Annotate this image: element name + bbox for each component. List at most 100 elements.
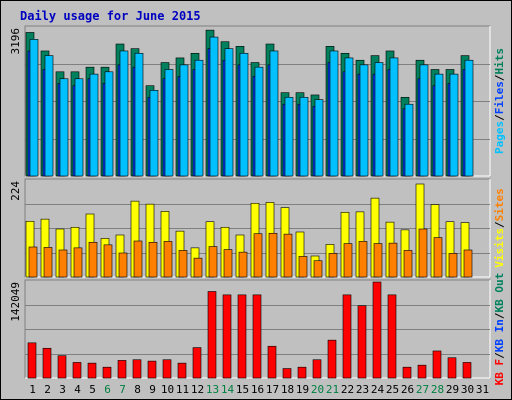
bar-sites-day-27 bbox=[418, 228, 428, 278]
bar-kb-f-day-19 bbox=[297, 366, 307, 379]
x-tick-label-day-4: 4 bbox=[74, 383, 81, 396]
side-legend-item: KB In bbox=[493, 319, 506, 352]
bar-pages-day-11 bbox=[179, 64, 189, 177]
x-tick-label-day-22: 22 bbox=[341, 383, 354, 396]
x-tick-label-day-17: 17 bbox=[266, 383, 279, 396]
bar-pages-day-1 bbox=[29, 39, 39, 177]
bar-pages-day-9 bbox=[149, 90, 159, 177]
x-tick-label-day-7: 7 bbox=[119, 383, 126, 396]
bar-pages-day-5 bbox=[89, 73, 99, 177]
bar-kb-f-day-15 bbox=[237, 294, 247, 379]
bar-pages-day-4 bbox=[74, 78, 84, 177]
bar-sites-day-28 bbox=[433, 237, 443, 278]
bar-sites-day-2 bbox=[43, 247, 53, 278]
bar-sites-day-7 bbox=[118, 252, 128, 278]
x-tick-label-day-16: 16 bbox=[251, 383, 264, 396]
x-tick-label-day-20: 20 bbox=[311, 383, 324, 396]
bar-kb-f-day-17 bbox=[267, 345, 277, 379]
x-tick-label-day-9: 9 bbox=[149, 383, 156, 396]
x-tick-label-day-26: 26 bbox=[401, 383, 414, 396]
panel-middle: 224 Visits/Sites bbox=[9, 178, 506, 278]
bar-kb-f-day-23 bbox=[357, 305, 367, 379]
bar-sites-day-6 bbox=[103, 244, 113, 278]
side-legend-item: Sites bbox=[493, 188, 506, 221]
bar-sites-day-21 bbox=[328, 253, 338, 278]
bar-kb-f-day-16 bbox=[252, 294, 262, 379]
bar-pages-day-23 bbox=[359, 64, 369, 177]
bar-sites-day-11 bbox=[178, 250, 188, 278]
bar-kb-f-day-10 bbox=[162, 359, 172, 379]
bar-sites-day-16 bbox=[253, 233, 263, 278]
bar-pages-day-13 bbox=[209, 36, 219, 177]
bar-pages-day-10 bbox=[164, 69, 174, 177]
bar-pages-day-28 bbox=[434, 73, 444, 177]
bar-sites-day-9 bbox=[148, 241, 158, 278]
x-tick-label-day-11: 11 bbox=[176, 383, 189, 396]
bar-sites-day-29 bbox=[448, 253, 458, 278]
bar-sites-day-26 bbox=[403, 250, 413, 278]
bar-sites-day-5 bbox=[88, 241, 98, 278]
bar-sites-day-12 bbox=[193, 257, 203, 278]
bar-kb-f-day-7 bbox=[117, 360, 127, 379]
bar-sites-day-10 bbox=[163, 241, 173, 278]
bar-kb-f-day-1 bbox=[27, 342, 37, 379]
x-tick-label-day-15: 15 bbox=[236, 383, 249, 396]
bar-kb-f-day-27 bbox=[417, 364, 427, 379]
bar-sites-day-24 bbox=[373, 243, 383, 278]
side-legend-item: Pages bbox=[493, 121, 506, 154]
bar-sites-day-15 bbox=[238, 251, 248, 278]
bar-kb-f-day-12 bbox=[192, 347, 202, 379]
x-tick-label-day-27: 27 bbox=[416, 383, 429, 396]
bar-pages-day-18 bbox=[284, 96, 294, 177]
side-legend-item: / bbox=[493, 221, 506, 228]
bar-pages-day-16 bbox=[254, 66, 264, 177]
side-legend-item: / bbox=[493, 352, 506, 359]
bar-kb-f-day-13 bbox=[207, 291, 217, 379]
bar-pages-day-24 bbox=[374, 62, 384, 177]
bar-sites-day-14 bbox=[223, 249, 233, 278]
side-legend-item: / bbox=[493, 312, 506, 319]
bar-kb-f-day-9 bbox=[147, 360, 157, 379]
side-legend-item: Visits bbox=[493, 228, 506, 268]
bar-pages-day-3 bbox=[59, 78, 69, 177]
bar-kb-f-day-29 bbox=[447, 357, 457, 379]
bar-kb-f-day-26 bbox=[402, 366, 412, 379]
bar-pages-day-29 bbox=[449, 73, 459, 177]
bar-kb-f-day-2 bbox=[42, 347, 52, 379]
side-legend-item: Files bbox=[493, 81, 506, 114]
bar-sites-day-23 bbox=[358, 241, 368, 278]
bar-kb-f-day-18 bbox=[282, 368, 292, 379]
bar-pages-day-2 bbox=[44, 55, 54, 177]
bar-pages-day-30 bbox=[464, 59, 474, 177]
chart-title: Daily usage for June 2015 bbox=[20, 9, 201, 23]
bar-pages-day-25 bbox=[389, 57, 399, 177]
x-tick-label-day-10: 10 bbox=[161, 383, 174, 396]
bar-sites-day-30 bbox=[463, 249, 473, 278]
x-tick-label-day-28: 28 bbox=[431, 383, 444, 396]
x-tick-label-day-13: 13 bbox=[206, 383, 219, 396]
bar-sites-day-1 bbox=[28, 246, 38, 278]
x-tick-label-day-31: 31 bbox=[476, 383, 489, 396]
side-legend-item: / bbox=[493, 114, 506, 121]
bar-pages-day-17 bbox=[269, 50, 279, 177]
bar-kb-f-day-25 bbox=[387, 294, 397, 379]
side-legend-middle: Visits/Sites bbox=[493, 188, 506, 268]
x-tick-label-day-2: 2 bbox=[44, 383, 51, 396]
x-tick-label-day-18: 18 bbox=[281, 383, 294, 396]
bar-sites-day-8 bbox=[133, 240, 143, 278]
bar-sites-day-13 bbox=[208, 246, 218, 278]
x-tick-label-day-29: 29 bbox=[446, 383, 459, 396]
bar-pages-day-21 bbox=[329, 50, 339, 177]
bar-kb-f-day-21 bbox=[327, 339, 337, 379]
bar-kb-f-day-3 bbox=[57, 355, 67, 379]
bar-sites-day-22 bbox=[343, 243, 353, 278]
bar-pages-day-14 bbox=[224, 48, 234, 177]
side-legend-item: KB Out bbox=[493, 273, 506, 313]
bar-kb-f-day-28 bbox=[432, 350, 442, 379]
x-tick-label-day-5: 5 bbox=[89, 383, 96, 396]
bar-pages-day-19 bbox=[299, 96, 309, 177]
x-tick-label-day-1: 1 bbox=[29, 383, 36, 396]
